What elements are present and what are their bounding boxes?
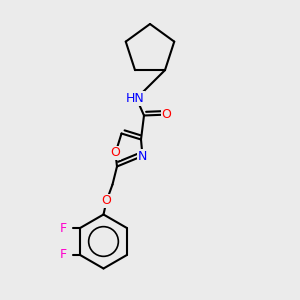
Text: O: O (111, 146, 120, 160)
Text: F: F (60, 221, 67, 235)
Text: O: O (102, 194, 111, 208)
Text: HN: HN (126, 92, 144, 105)
Text: O: O (162, 108, 171, 121)
Text: N: N (138, 149, 147, 163)
Text: F: F (60, 248, 67, 262)
